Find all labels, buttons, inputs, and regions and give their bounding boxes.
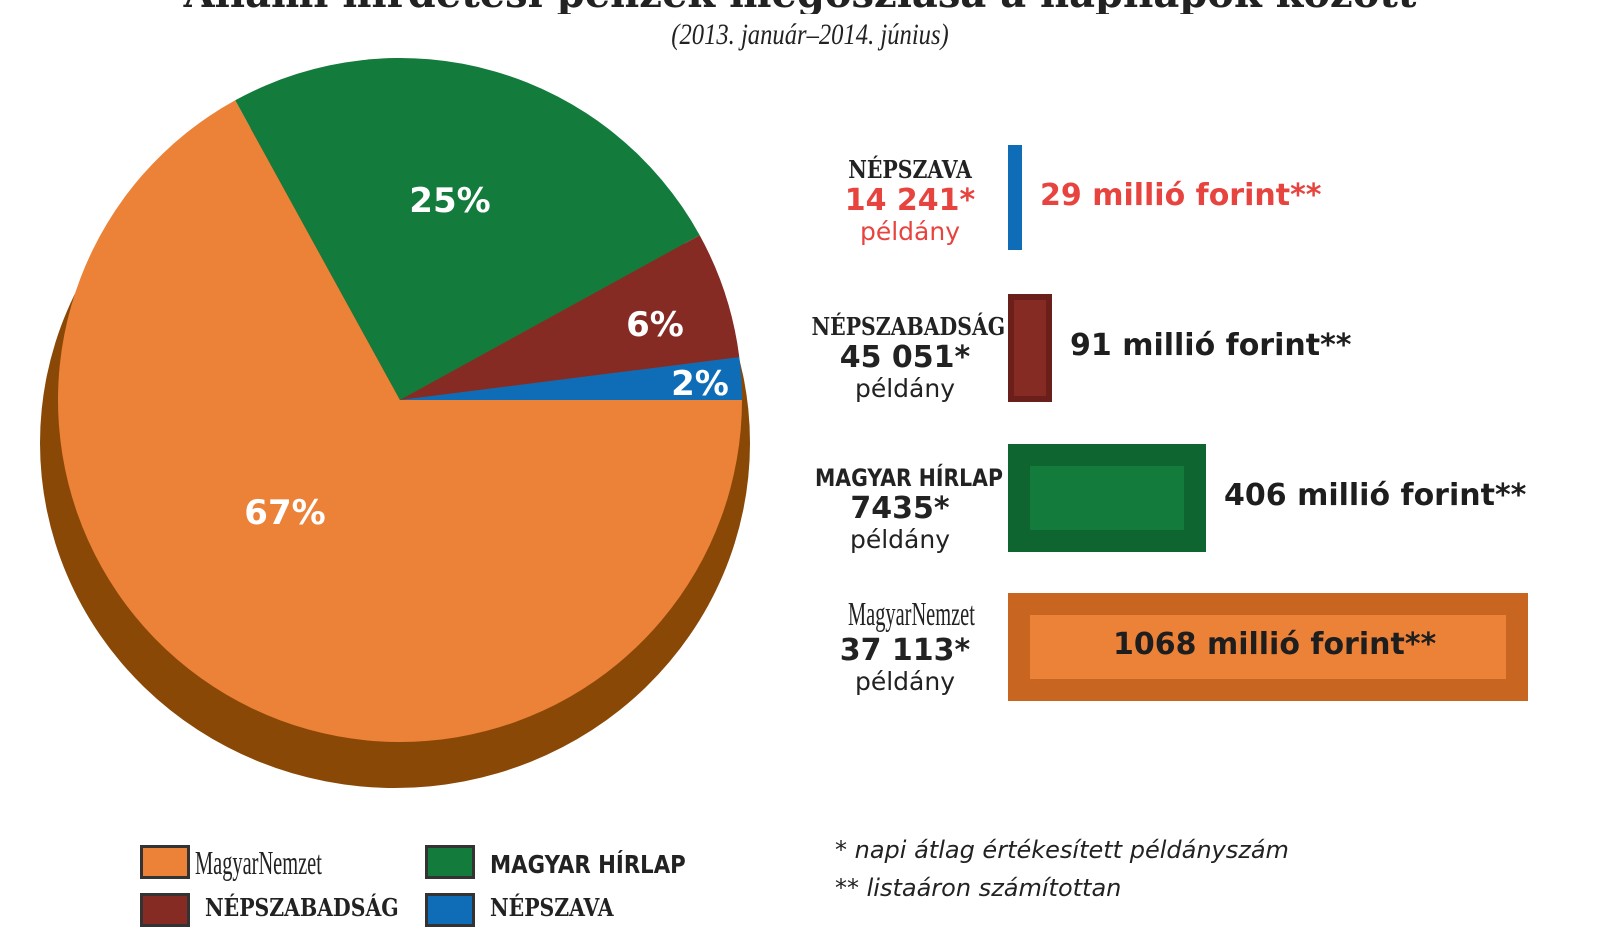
pie-labels: 67% 25% 6% 2% [244, 181, 729, 533]
paper-magyar-nemzet: MagyarNemzet 37 113* példány [810, 596, 1000, 696]
bar-nepszabadsag [1008, 294, 1052, 402]
unit-nepszabadsag: példány [854, 374, 956, 403]
bar-label-magyar-nemzet: 1068 millió forint** [1113, 627, 1437, 662]
legend-label-nepszabadsag: NÉPSZABADSÁG [205, 893, 399, 922]
bar-label-nepszabadsag: 91 millió forint** [1070, 328, 1352, 363]
chart-subtitle: (2013. január–2014. június) [671, 18, 949, 51]
legend-swatch-magyar-nemzet [140, 845, 190, 879]
paper-name-nepszava: NÉPSZAVA [848, 155, 972, 184]
paper-magyar-hirlap: MAGYAR HÍRLAP 7435* példány [800, 464, 1003, 554]
unit-magyar-hirlap: példány [849, 525, 951, 554]
unit-magyar-nemzet: példány [854, 667, 956, 696]
pie-label-0: 67% [244, 493, 325, 533]
pie-slice-0 [58, 100, 743, 742]
paper-nepszava: NÉPSZAVA 14 241* példány [820, 155, 1000, 246]
paper-name-magyar-hirlap: MAGYAR HÍRLAP [815, 464, 1003, 492]
bar-label-magyar-hirlap: 406 millió forint** [1224, 478, 1527, 513]
copies-magyar-hirlap: 7435* [850, 491, 950, 526]
pie-label-2: 6% [626, 305, 684, 345]
legend-swatch-nepszava [425, 893, 475, 927]
bar-bevel-nepszabadsag [1014, 300, 1046, 396]
bar-magyar-hirlap [1008, 444, 1206, 552]
legend-swatch-magyar-hirlap [425, 845, 475, 879]
legend-label-nepszava: NÉPSZAVA [490, 893, 614, 922]
bar-label-nepszava: 29 millió forint** [1040, 177, 1322, 213]
pie-slice-2 [400, 235, 740, 400]
legend-label-magyar-nemzet: MagyarNemzet [195, 845, 322, 882]
copies-nepszava: 14 241* [844, 183, 976, 218]
pie-slices [58, 57, 743, 742]
bar-nepszava [1008, 145, 1022, 250]
bar-magyar-nemzet [1008, 593, 1528, 701]
paper-name-magyar-nemzet: MagyarNemzet [848, 596, 975, 633]
pie-label-1: 25% [409, 181, 490, 221]
title-clip: Állami hirdetési pénzek megoszlása a nap… [0, 0, 1600, 14]
bar-bevel-magyar-nemzet [1030, 615, 1506, 679]
copies-nepszabadsag: 45 051* [839, 340, 971, 375]
paper-name-nepszabadsag: NÉPSZABADSÁG [811, 312, 1006, 341]
pie-slice-3 [400, 357, 742, 400]
footnote-list-price: ** listaáron számítottan [835, 874, 1122, 902]
paper-nepszabadsag: NÉPSZABADSÁG 45 051* példány [795, 312, 1015, 403]
footnote-copies: * napi átlag értékesített példányszám [835, 836, 1289, 864]
chart-title: Állami hirdetési pénzek megoszlása a nap… [0, 0, 1600, 14]
pie-label-3: 2% [671, 364, 729, 404]
bar-bevel-magyar-hirlap [1030, 466, 1184, 530]
copies-magyar-nemzet: 37 113* [839, 633, 971, 668]
legend-swatch-nepszabadsag [140, 893, 190, 927]
legend-label-magyar-hirlap: MAGYAR HÍRLAP [490, 850, 686, 879]
unit-nepszava: példány [859, 217, 961, 246]
pie-slice-1 [235, 57, 700, 400]
pie-chart: 67% 25% 6% 2% [40, 57, 750, 788]
